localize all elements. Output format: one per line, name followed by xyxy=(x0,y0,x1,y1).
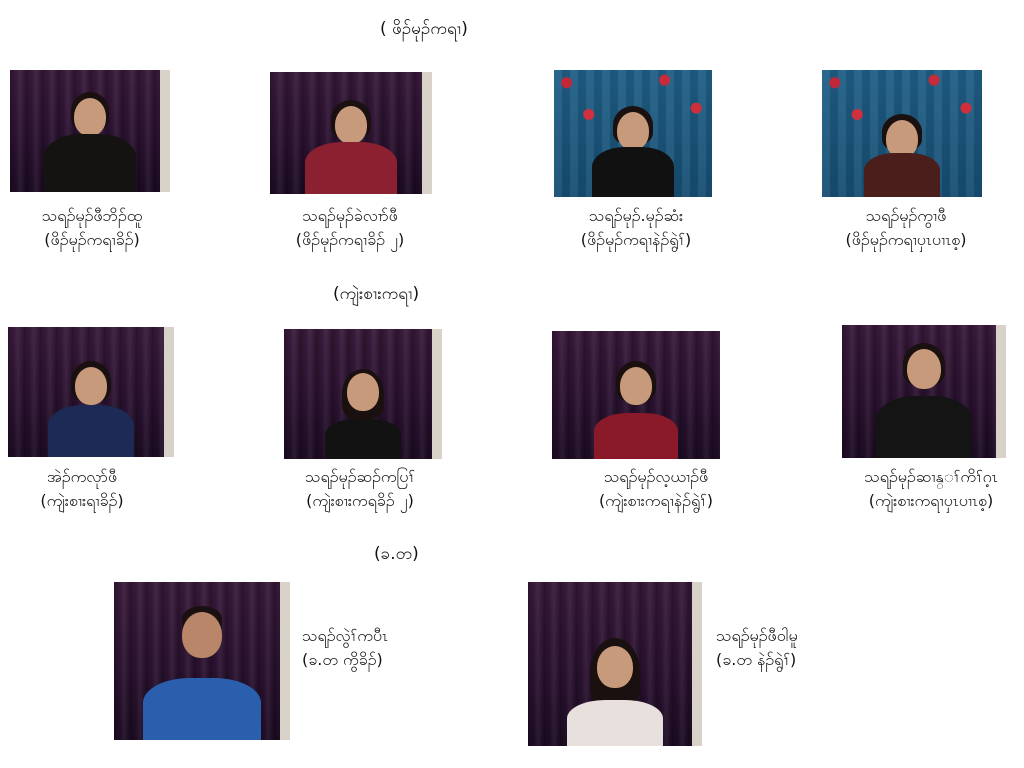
member-role: (ဖိၣ်မုၣ်ကရၢနဲၣ်ရွဲၢ်) xyxy=(580,230,692,249)
member-caption: သရၣ်မုၣ်ဖီဝါမူ (ခ.တ နဲၣ်ရွဲၢ်) xyxy=(716,624,876,672)
member-caption: သရၣ်မုၣ်ခဲလၢာ်ဖီ (ဖိၣ်မုၣ်ကရၢခိၣ် ၂) xyxy=(280,204,420,252)
member-role: (ကျဲးစၢးရၢခိၣ်) xyxy=(40,491,124,510)
member-caption: သရၣ်မုၣ်ဆၣ်ကပြၢ် (ကျဲးစၢးကရခိၣ် ၂) xyxy=(280,465,440,513)
member-caption: သရၣ်လွဲၢ်ကပီၤ (ခ.တ ကွိခိၣ်) xyxy=(302,624,442,672)
portrait-photo xyxy=(842,325,1006,458)
member-role: (ကျဲးစၢးကရခိၣ် ၂) xyxy=(306,491,414,510)
portrait-photo xyxy=(554,70,712,197)
portrait-photo xyxy=(528,582,702,746)
member-role: (ကျဲးစၢးကရၢပှၤပၢၤစ့) xyxy=(868,491,994,510)
member-caption: သရၣ်မုၣ်ဖီဘိၣ်ထူ (ဖိၣ်မုၣ်ကရၢခိၣ်) xyxy=(22,204,162,252)
member-caption: သရၣ်မုၣ်.မုၣ်ဆံး (ဖိၣ်မုၣ်ကရၢနဲၣ်ရွဲၢ်) xyxy=(566,204,706,252)
member-name: သရၣ်လွဲၢ်ကပီၤ xyxy=(302,626,388,645)
portrait-photo xyxy=(284,329,442,459)
member-name: သရၣ်မုၣ်ဖီဘိၣ်ထူ xyxy=(41,206,143,225)
member-name: သရၣ်မုၣ်ခဲလၢာ်ဖီ xyxy=(302,206,398,225)
portrait-photo xyxy=(10,70,170,192)
member-role: (ဖိၣ်မုၣ်ကရၢခိၣ်) xyxy=(44,230,140,249)
member-name: သရၣ်မုၣ်လ့ယၢၣ်ဖီ xyxy=(603,467,709,486)
portrait-photo xyxy=(822,70,982,197)
member-role: (ခ.တ နဲၣ်ရွဲၢ်) xyxy=(716,650,797,669)
member-caption: သရၣ်မုၣ်ဆၢန္ၢ်ကိၢ်ဂ့ၤ (ကျဲးစၢးကရၢပှၤပၢၤစ… xyxy=(846,465,1016,513)
member-role: (ဖိၣ်မုၣ်ကရၢခိၣ် ၂) xyxy=(295,230,405,249)
member-name: သရၣ်မုၣ်ဖီဝါမူ xyxy=(716,626,798,645)
portrait-photo xyxy=(552,331,720,459)
member-role: (ဖိၣ်မုၣ်ကရၢပှၤပၢၤစ့) xyxy=(845,230,967,249)
member-caption: သရၣ်မုၣ်ကွၢဖီ (ဖိၣ်မုၣ်ကရၢပှၤပၢၤစ့) xyxy=(826,204,986,252)
member-name: သရၣ်မုၣ်.မုၣ်ဆံး xyxy=(588,206,684,225)
portrait-photo xyxy=(114,582,290,740)
member-role: (ကျဲးစၢးကရၢနဲၣ်ရွဲၢ်) xyxy=(598,491,714,510)
section-heading-kht: (ခ.တ) xyxy=(374,544,419,564)
member-name: သရၣ်မုၣ်ဆၢန္ၢ်ကိၢ်ဂ့ၤ xyxy=(864,467,998,486)
portrait-photo xyxy=(8,327,174,457)
section-heading-effort-group: (ကျဲးစၢးကရၢ) xyxy=(333,284,420,304)
member-name: အဲၣ်ကလုာ်ဖီ xyxy=(47,467,117,486)
member-role: (ခ.တ ကွိခိၣ်) xyxy=(302,650,383,669)
portrait-photo xyxy=(270,72,432,194)
member-name: သရၣ်မုၣ်ဆၣ်ကပြၢ် xyxy=(304,467,415,486)
member-name: သရၣ်မုၣ်ကွၢဖီ xyxy=(865,206,947,225)
section-heading-women-group: ( ဖိၣ်မုၣ်ကရၢ) xyxy=(380,19,468,39)
member-caption: အဲၣ်ကလုာ်ဖီ (ကျဲးစၢးရၢခိၣ်) xyxy=(12,465,152,513)
member-caption: သရၣ်မုၣ်လ့ယၢၣ်ဖီ (ကျဲးစၢးကရၢနဲၣ်ရွဲၢ်) xyxy=(576,465,736,513)
